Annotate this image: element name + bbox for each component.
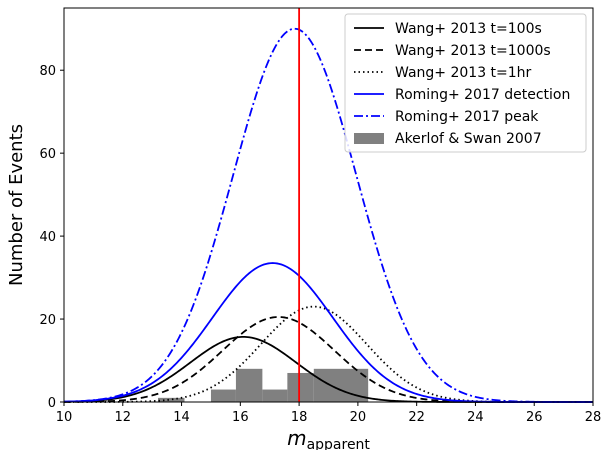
legend-label: Roming+ 2017 peak [395,109,539,125]
y-tick-label: 20 [39,313,56,328]
series-line [63,316,593,403]
x-tick-label: 10 [56,410,73,425]
x-tick-label: 28 [585,410,602,425]
legend-swatch [354,133,384,144]
legend-label: Roming+ 2017 detection [395,87,570,103]
plot-frame [63,7,594,403]
y-axis-label: Number of Events [6,124,27,286]
histogram-bar [262,389,288,402]
x-tick-label: 26 [526,410,543,425]
legend-label: Wang+ 2013 t=1hr [395,65,532,81]
histogram-layer [158,368,369,402]
x-axis-ticks: 10 12 14 16 18 20 22 24 26 28 [56,402,602,425]
x-tick-label: 22 [408,410,425,425]
histogram-bar [287,372,314,402]
x-tick-label: 20 [350,410,367,425]
y-tick-label: 0 [48,396,56,411]
x-axis-label: mapparent [287,426,370,450]
x-tick-label: 24 [467,410,484,425]
legend-label: Wang+ 2013 t=100s [395,21,542,37]
legend-label: Akerlof & Swan 2007 [395,131,542,147]
histogram-bar [158,397,185,402]
histogram-bar [210,389,236,402]
series-line [63,27,593,403]
x-tick-label: 16 [232,410,249,425]
legend-box [344,13,587,153]
y-tick-label: 60 [39,147,56,162]
x-axis-label-main: m [287,426,306,450]
x-tick-label: 12 [115,410,132,425]
y-tick-label: 80 [39,64,56,79]
y-axis-ticks: 0 20 40 60 80 [39,64,64,411]
x-tick-label: 18 [291,410,308,425]
x-axis-label-subscript: apparent [307,437,371,450]
y-tick-label: 40 [39,230,56,245]
legend: Wang+ 2013 t=100s Wang+ 2013 t=1000s Wang+… [344,13,587,153]
x-tick-label: 14 [173,410,190,425]
histogram-bar [235,368,263,402]
legend-label: Wang+ 2013 t=1000s [395,43,551,59]
